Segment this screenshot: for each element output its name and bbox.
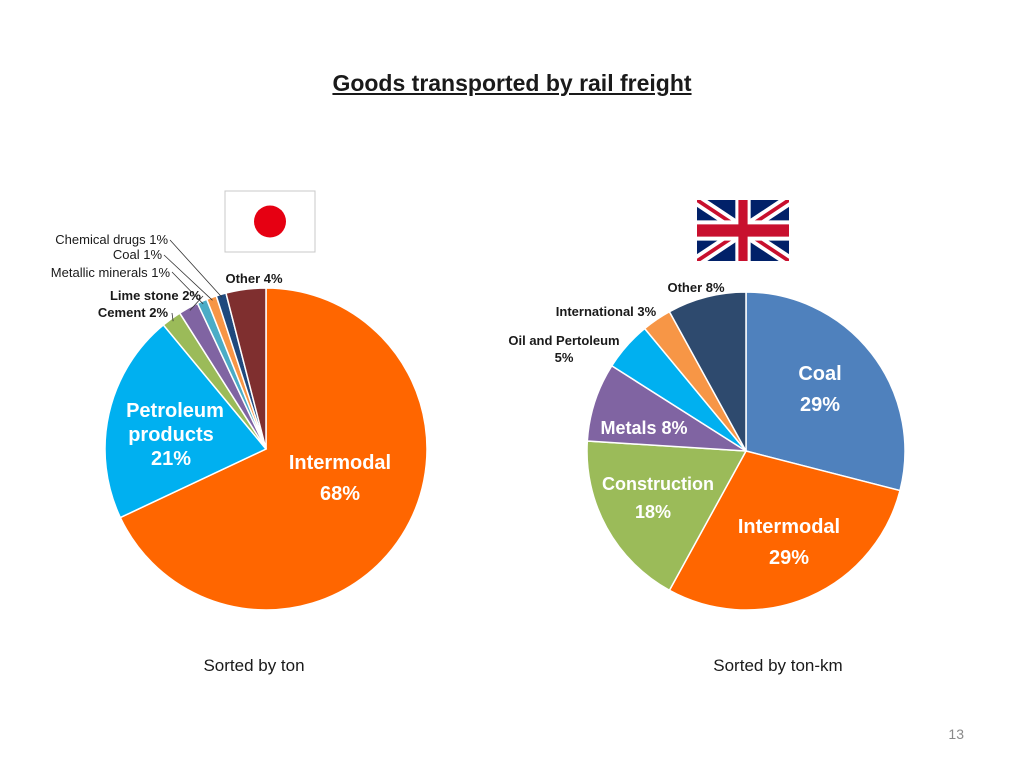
caption-right: Sorted by ton-km: [713, 656, 843, 675]
japan-flag-icon: [224, 190, 316, 253]
slice-label-coal: Coal 1%: [113, 247, 163, 262]
uk-flag-icon: [697, 200, 789, 261]
pie-slice-construction: [586, 440, 748, 592]
slice-label-other: Other 4%: [225, 271, 283, 286]
slice-label-oil-and-pertoleum: Oil and Pertoleum: [508, 333, 619, 348]
slide-title: Goods transported by rail freight: [332, 70, 692, 96]
slice-value-oil-and-pertoleum: 5%: [555, 350, 574, 365]
leader-line-metallic-minerals: [171, 271, 204, 305]
pie-slice-other: [225, 287, 267, 450]
leader-line-cement: [171, 312, 174, 322]
slice-label-lime-stone: Lime stone 2%: [110, 288, 201, 303]
slice-value-intermodal: 68%: [320, 483, 360, 505]
slice-label-petroleum-products: Petroleum products: [126, 400, 224, 446]
leader-line-chemical-drugs: [169, 239, 223, 298]
leader-line-coal: [163, 254, 213, 301]
slice-label-other: Other 8%: [667, 280, 725, 295]
slice-label-intermodal: Intermodal: [289, 452, 391, 474]
slice-label-metallic-minerals: Metallic minerals 1%: [51, 265, 171, 280]
slice-value-construction: 18%: [635, 502, 671, 522]
slice-value-petroleum-products: 21%: [151, 448, 191, 470]
pie-slice-petroleum-products: [104, 323, 268, 519]
leader-line-lime-stone: [189, 295, 204, 311]
slice-label-cement: Cement 2%: [98, 305, 169, 320]
slice-label-international: International 3%: [556, 304, 657, 319]
slice-label-intermodal: Intermodal: [738, 516, 840, 538]
caption-left: Sorted by ton: [203, 656, 305, 675]
pie-slice-intermodal: [668, 450, 901, 611]
pie-slice-other: [668, 291, 747, 452]
pie-slice-coal: [745, 291, 906, 492]
slice-label-construction: Construction: [602, 474, 714, 494]
slice-label-coal: Coal: [798, 363, 841, 385]
pie-slice-intermodal: [119, 287, 428, 611]
page-number: 13: [948, 726, 964, 742]
slice-value-coal: 29%: [800, 394, 840, 416]
pie-chart-sorted-by-ton-km: Coal 29% Intermodal 29% Construction 18% Metal…: [508, 280, 906, 611]
slice-label-chemical-drugs: Chemical drugs 1%: [55, 232, 168, 247]
slice-label-metals: Metals 8%: [600, 418, 687, 438]
slice-value-intermodal: 29%: [769, 547, 809, 569]
